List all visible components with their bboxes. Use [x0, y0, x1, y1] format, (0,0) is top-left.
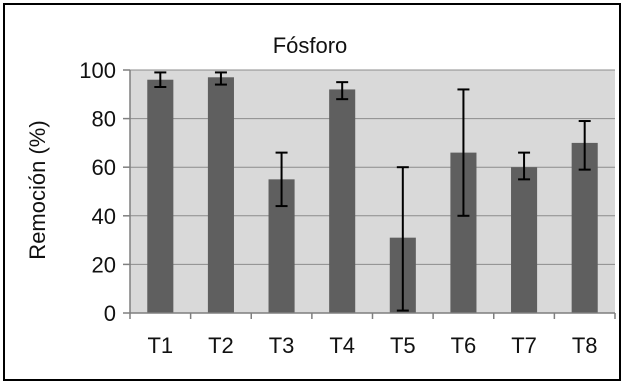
x-tick-label-t7: T7: [511, 333, 537, 358]
x-tick-labels: T1 T2 T3 T4 T5 T6 T7 T8: [129, 313, 616, 358]
y-tick-labels: 0 20 40 60 80 100: [79, 58, 130, 326]
error-bar-t4: [336, 81, 349, 101]
bar-t2: [207, 77, 234, 313]
error-bar-t6: [457, 88, 470, 217]
error-bar-t5: [396, 166, 409, 312]
bar-t4: [329, 89, 356, 313]
bar-t1: [147, 79, 174, 313]
y-tick-label: 40: [92, 204, 116, 229]
bar-t8: [571, 142, 598, 313]
y-tick-label: 80: [92, 107, 116, 132]
x-tick-label-t8: T8: [572, 333, 598, 358]
error-bar-t1: [154, 71, 167, 89]
y-tick-label: 100: [79, 58, 116, 83]
bar-t7: [511, 167, 538, 313]
x-tick-label-t5: T5: [390, 333, 416, 358]
x-tick-label-t3: T3: [269, 333, 295, 358]
error-bars: [154, 71, 591, 312]
chart-title: Fósforo: [273, 33, 348, 58]
x-tick-label-t6: T6: [451, 333, 477, 358]
plot-area: [130, 70, 615, 313]
y-tick-label: 60: [92, 155, 116, 180]
y-tick-label: 0: [104, 301, 116, 326]
x-tick-label-t1: T1: [147, 333, 173, 358]
y-tick-label: 20: [92, 252, 116, 277]
y-axis-label: Remoción (%): [25, 120, 50, 259]
error-bar-t8: [578, 120, 591, 171]
x-tick-label-t4: T4: [329, 333, 355, 358]
error-bar-t3: [275, 151, 288, 208]
x-tick-label-t2: T2: [208, 333, 234, 358]
error-bar-t7: [518, 151, 531, 181]
error-bar-t2: [214, 71, 227, 86]
